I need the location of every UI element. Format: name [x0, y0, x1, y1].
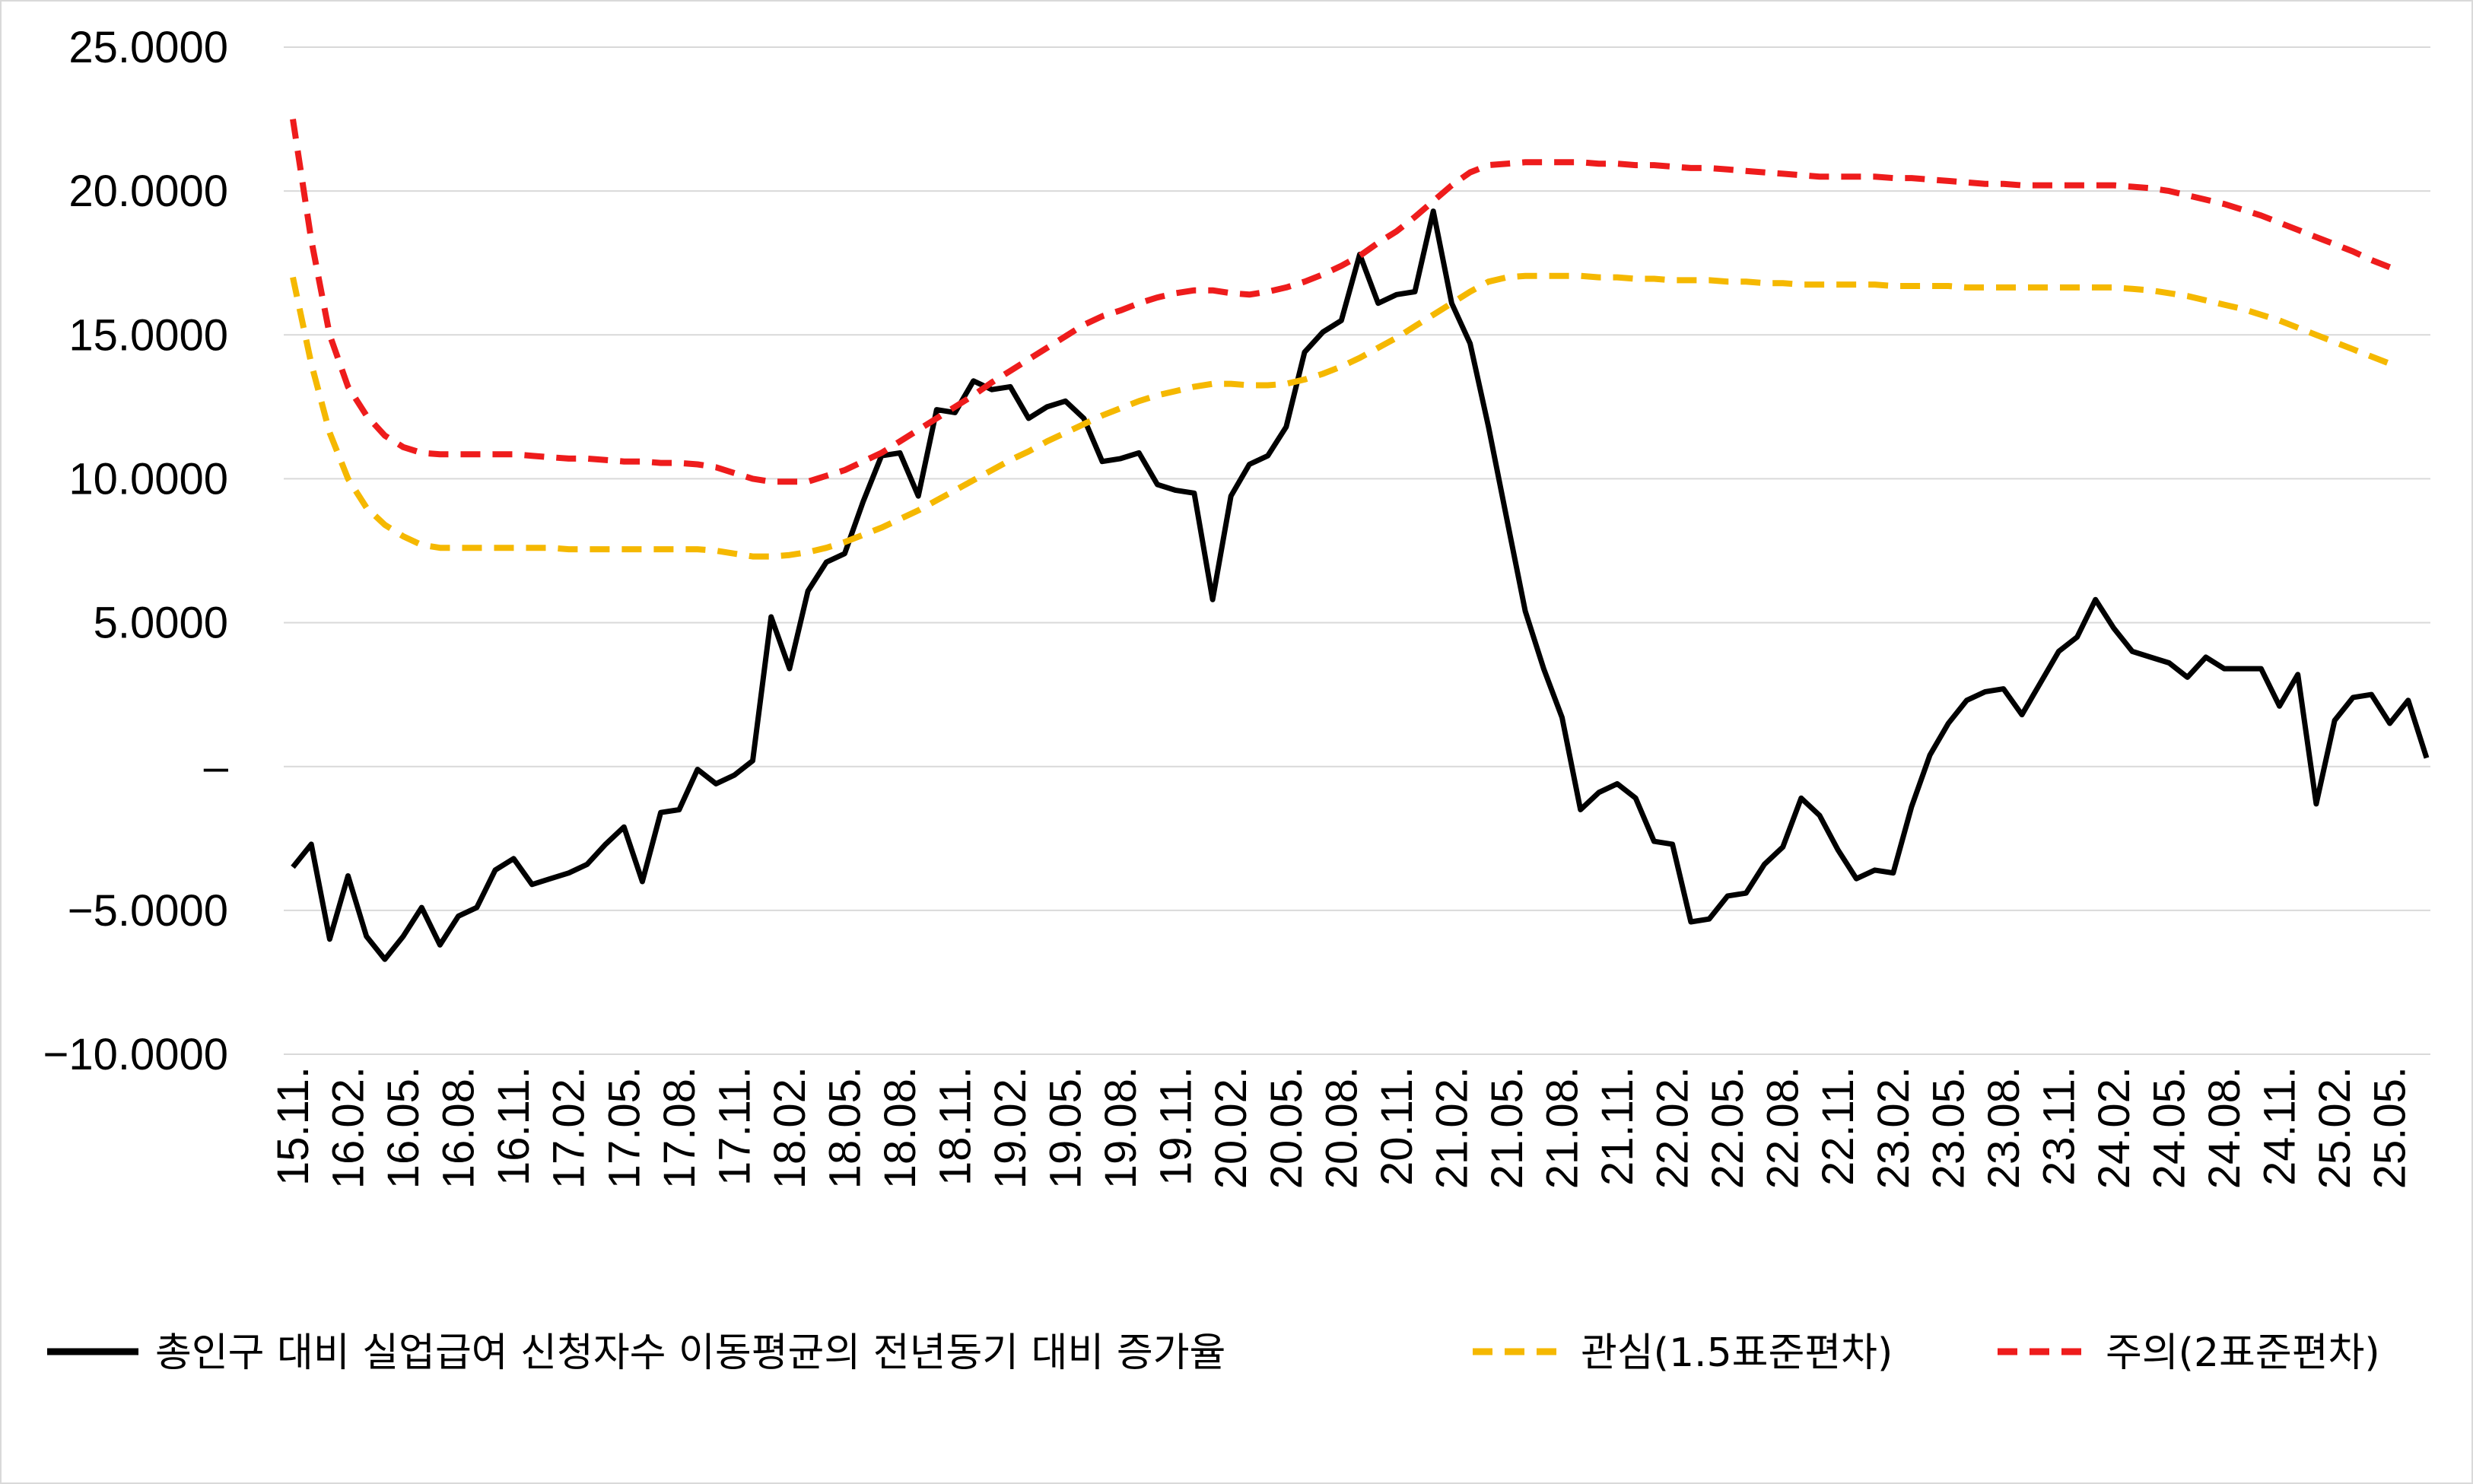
x-tick-label: 17.05.: [599, 1066, 649, 1189]
x-tick-label: 19.02.: [986, 1066, 1035, 1189]
x-tick-label: 16.08.: [434, 1066, 484, 1189]
x-tick-label: 16.11.: [489, 1066, 539, 1186]
legend-label-series-2: 주의(2표준편차): [2106, 1330, 2380, 1376]
x-tick-label: 16.05.: [379, 1066, 428, 1189]
x-tick-label: 24.11.: [2255, 1066, 2305, 1186]
x-tick-label: 20.05.: [1262, 1066, 1311, 1189]
y-tick-label: 10.0000: [68, 454, 228, 504]
x-tick-label: 21.05.: [1483, 1066, 1532, 1189]
legend-item-series-1: 관심(1.5표준편차): [1473, 1330, 1893, 1376]
x-tick-label: 25.02.: [2310, 1066, 2360, 1189]
legend: 총인구 대비 실업급여 신청자수 이동평균의 전년동기 대비 증가율 관심(1.…: [47, 1330, 2380, 1376]
y-tick-label: −10.0000: [43, 1030, 228, 1079]
series-lines: [290, 118, 2430, 962]
x-axis-ticks: 15.11. 16.02. 16.05. 16.08. 16.11. 17.02. 17.0…: [269, 1066, 2415, 1189]
y-tick-label: 5.0000: [94, 599, 228, 648]
gridlines: [284, 46, 2430, 1055]
x-tick-label: 23.11.: [2034, 1066, 2084, 1186]
x-tick-label: 18.02.: [765, 1066, 815, 1189]
x-tick-label: 24.08.: [2200, 1066, 2249, 1189]
x-tick-label: 21.11.: [1593, 1066, 1642, 1186]
x-tick-label: 25.05.: [2366, 1066, 2415, 1189]
x-tick-label: 17.11.: [710, 1066, 759, 1186]
series-line-1: [290, 272, 2392, 560]
x-tick-label: 24.02.: [2090, 1066, 2139, 1189]
x-tick-label: 20.02.: [1206, 1066, 1256, 1189]
x-tick-label: 21.08.: [1537, 1066, 1587, 1189]
y-tick-label: 15.0000: [68, 310, 228, 360]
x-tick-label: 22.02.: [1648, 1066, 1698, 1189]
x-tick-label: 18.11.: [931, 1066, 981, 1186]
x-tick-label: 24.05.: [2144, 1066, 2194, 1189]
x-tick-label: 22.08.: [1759, 1066, 1808, 1189]
legend-label-series-1: 관심(1.5표준편차): [1581, 1330, 1893, 1376]
y-axis-ticks: 25.0000 20.0000 15.0000 10.0000 5.0000 – −5.00…: [43, 23, 228, 1079]
legend-label-series-0: 총인구 대비 실업급여 신청자수 이동평균의 전년동기 대비 증가율: [155, 1330, 1225, 1376]
y-tick-label: –: [204, 742, 229, 792]
series-line-2: [290, 118, 2392, 485]
x-tick-label: 22.05.: [1703, 1066, 1753, 1189]
legend-item-series-2: 주의(2표준편차): [1998, 1330, 2380, 1376]
x-tick-label: 19.11.: [1152, 1066, 1201, 1186]
x-tick-label: 23.02.: [1869, 1066, 1918, 1189]
y-tick-label: −5.0000: [68, 886, 228, 936]
x-tick-label: 23.08.: [1979, 1066, 2029, 1189]
legend-item-series-0: 총인구 대비 실업급여 신청자수 이동평균의 전년동기 대비 증가율: [47, 1330, 1225, 1376]
x-tick-label: 21.02.: [1427, 1066, 1476, 1189]
x-tick-label: 23.05.: [1924, 1066, 1973, 1189]
x-tick-label: 18.08.: [876, 1066, 925, 1189]
x-tick-label: 22.11.: [1813, 1066, 1863, 1186]
x-tick-label: 18.05.: [820, 1066, 869, 1189]
x-tick-label: 19.08.: [1096, 1066, 1146, 1189]
x-tick-label: 17.02.: [545, 1066, 594, 1189]
x-tick-label: 20.08.: [1317, 1066, 1366, 1189]
x-tick-label: 16.02.: [324, 1066, 373, 1189]
y-tick-label: 20.0000: [68, 167, 228, 216]
y-tick-label: 25.0000: [68, 23, 228, 72]
x-tick-label: 19.05.: [1041, 1066, 1091, 1189]
x-tick-label: 20.11.: [1372, 1066, 1422, 1186]
x-tick-label: 15.11.: [269, 1066, 318, 1186]
x-tick-label: 17.08.: [655, 1066, 704, 1189]
